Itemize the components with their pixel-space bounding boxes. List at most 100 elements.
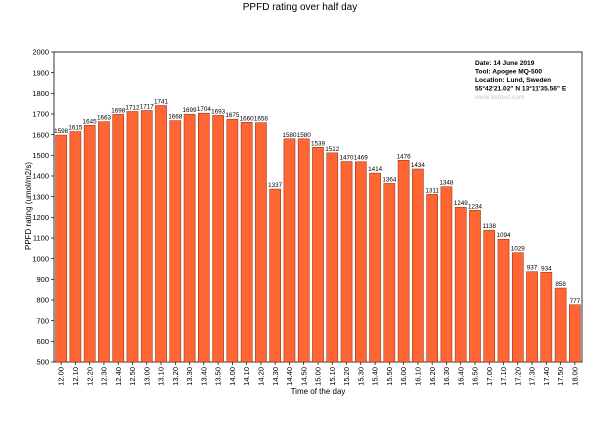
y-axis-label: PPFD rating (umol/m2/s)	[24, 162, 33, 250]
data-label: 1717	[140, 103, 155, 110]
bar	[269, 188, 282, 363]
bar	[497, 238, 510, 363]
x-tick-label: 14.20	[257, 367, 266, 386]
data-label: 1615	[68, 125, 83, 132]
data-label: 1539	[311, 140, 326, 147]
data-label: 1668	[168, 114, 183, 121]
x-tick-label: 15.20	[342, 367, 351, 386]
x-tick-label: 16.10	[413, 367, 422, 386]
bar	[312, 147, 324, 363]
bar	[112, 114, 125, 363]
data-label: 777	[570, 298, 581, 305]
x-tick-label: 15.10	[328, 367, 337, 386]
bar	[83, 125, 96, 363]
bar	[140, 110, 153, 363]
bar	[340, 161, 353, 363]
data-label: 1663	[97, 115, 112, 122]
data-label: 858	[555, 281, 566, 288]
data-label: 1234	[468, 203, 483, 210]
info-box: Date: 14 June 2019 Tool: Apogee MQ-500 L…	[474, 60, 567, 101]
x-tick-label: 15.50	[385, 367, 394, 386]
y-tick-label: 800	[36, 296, 49, 305]
bar	[369, 172, 381, 363]
y-tick-label: 1500	[32, 151, 49, 160]
bar	[297, 138, 310, 363]
x-tick-label: 12.00	[57, 367, 66, 386]
x-tick-label: 17.50	[556, 367, 565, 386]
x-tick-label: 15.00	[314, 367, 323, 386]
bar	[383, 183, 396, 363]
x-tick-label: 17.20	[513, 367, 522, 386]
x-tick-label: 15.30	[356, 367, 365, 386]
info-tool: Tool: Apogee MQ-500	[475, 69, 542, 76]
info-location: Location: Lund, Sweden	[475, 77, 551, 84]
y-tick-label: 1600	[32, 130, 49, 139]
data-label: 1348	[439, 180, 454, 187]
data-label: 1512	[325, 146, 340, 153]
x-tick-label: 16.50	[471, 367, 480, 386]
x-tick-label: 12.20	[85, 367, 94, 386]
y-tick-label: 700	[36, 316, 49, 325]
bar	[155, 105, 167, 363]
bar	[412, 168, 424, 363]
bar	[554, 287, 567, 363]
bar	[354, 161, 367, 363]
bar	[198, 112, 210, 363]
x-tick-label: 13.20	[171, 367, 180, 386]
bar	[397, 160, 410, 363]
x-axis-label: Time of the day	[291, 387, 346, 396]
x-tick-label: 13.10	[157, 367, 166, 386]
x-tick-label: 14.40	[285, 367, 294, 386]
data-label: 1029	[511, 246, 526, 253]
y-tick-label: 900	[36, 275, 49, 284]
bar	[212, 115, 224, 363]
y-tick-label: 1200	[32, 213, 49, 222]
data-label: 1660	[240, 115, 255, 122]
y-tick-label: 600	[36, 337, 49, 346]
x-tick-label: 12.30	[100, 367, 109, 386]
data-label: 1693	[211, 108, 226, 115]
x-tick-label: 12.40	[114, 367, 123, 386]
y-tick-label: 1000	[32, 254, 49, 263]
data-label: 1414	[368, 166, 383, 173]
bar	[511, 252, 524, 363]
x-tick-label: 17.40	[542, 367, 551, 386]
data-label: 1712	[125, 105, 140, 112]
bar	[255, 122, 267, 363]
x-tick-label: 14.50	[299, 367, 308, 386]
data-label: 1249	[454, 200, 469, 207]
data-label: 1476	[397, 153, 412, 160]
bar	[69, 131, 82, 363]
y-axis: 500 600 700 800 900 1000 1100 1200 1300 1400 1500 1…	[32, 48, 583, 367]
y-tick-label: 1700	[32, 110, 49, 119]
data-label: 1598	[54, 128, 69, 135]
data-label: 1580	[282, 132, 297, 139]
data-label: 1434	[411, 162, 426, 169]
data-label: 1337	[268, 182, 283, 189]
bar	[226, 118, 239, 363]
data-label: 1138	[482, 223, 496, 230]
data-label: 1364	[382, 176, 397, 183]
bar	[454, 206, 467, 363]
data-label: 1580	[297, 132, 312, 139]
x-tick-label: 13.30	[185, 367, 194, 386]
bar	[169, 120, 182, 363]
data-label: 1741	[154, 99, 169, 106]
data-label: 937	[527, 265, 538, 272]
data-label: 1675	[225, 112, 240, 119]
data-label: 1469	[354, 155, 369, 162]
y-tick-label: 1300	[32, 192, 49, 201]
x-tick-label: 14.30	[271, 367, 280, 386]
data-label: 1311	[425, 187, 439, 194]
x-tick-label: 18.00	[570, 367, 579, 386]
x-tick-label: 12.10	[71, 367, 80, 386]
x-tick-label: 14.00	[228, 367, 237, 386]
x-axis: 12.00 12.10 12.20 12.30 12.40 12.50 13.00 13.10…	[57, 362, 579, 386]
bar	[326, 152, 339, 363]
bar	[440, 186, 453, 363]
data-label: 1470	[340, 155, 355, 162]
bar	[283, 138, 296, 363]
x-tick-label: 13.50	[214, 367, 223, 386]
x-tick-label: 15.40	[371, 367, 380, 386]
